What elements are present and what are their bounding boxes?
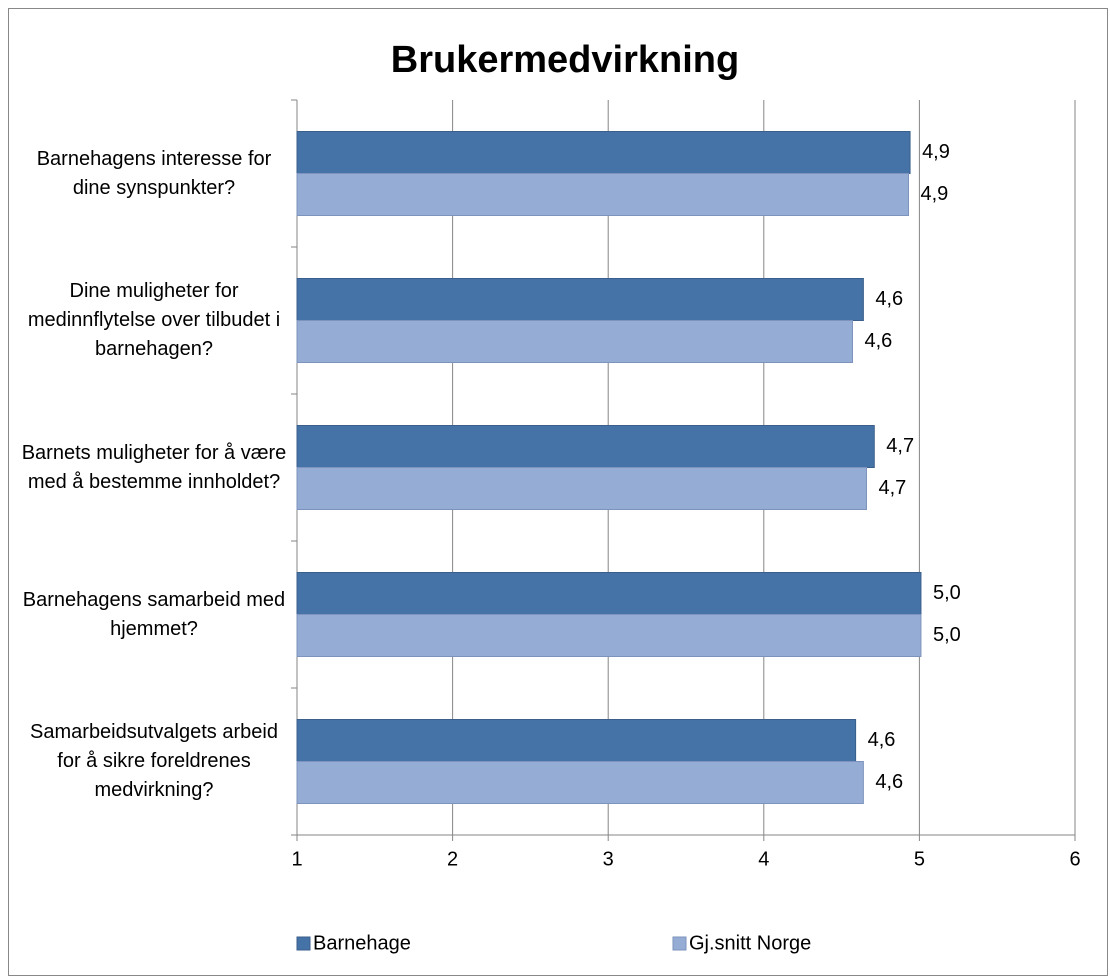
bar [296,719,857,762]
y-tick-label: Barnehagens samarbeid med hjemmet? [22,588,286,640]
bar [296,278,864,321]
bar [296,467,867,510]
bar [296,761,864,804]
y-tick-label: Barnets muligheter for å være med å best… [21,441,287,493]
data-label: 5,0 [933,582,961,604]
data-label: 4,6 [864,330,892,352]
x-tick-label: 3 [603,848,614,870]
data-label: 4,7 [878,477,906,499]
x-tick-label: 1 [291,848,302,870]
data-label: 5,0 [933,624,961,646]
data-label: 4,6 [868,729,896,751]
y-tick-label: Samarbeidsutvalgets arbeid for å sikre f… [30,721,278,801]
x-tick-label: 6 [1069,848,1080,870]
x-tick-label: 5 [914,848,925,870]
legend-swatch [296,936,311,951]
bar [296,614,922,657]
bar [296,173,910,216]
legend-label: Barnehage [313,932,411,954]
data-label: 4,6 [875,771,903,793]
x-tick-label: 2 [447,848,458,870]
data-label: 4,7 [886,435,914,457]
bar [296,572,922,615]
chart-title: Brukermedvirkning [391,39,739,81]
x-tick-label: 4 [758,848,769,870]
data-label: 4,9 [921,183,949,205]
bar [296,131,911,174]
bar [296,320,853,363]
legend-label: Gj.snitt Norge [689,932,811,954]
data-label: 4,9 [922,141,950,163]
y-tick-label: Dine muligheter for medinnflytelse over … [27,280,281,360]
data-label: 4,6 [875,288,903,310]
bar [296,425,875,468]
legend-swatch [672,936,687,951]
y-tick-label: Barnehagens interesse for dine synspunkt… [36,147,272,199]
